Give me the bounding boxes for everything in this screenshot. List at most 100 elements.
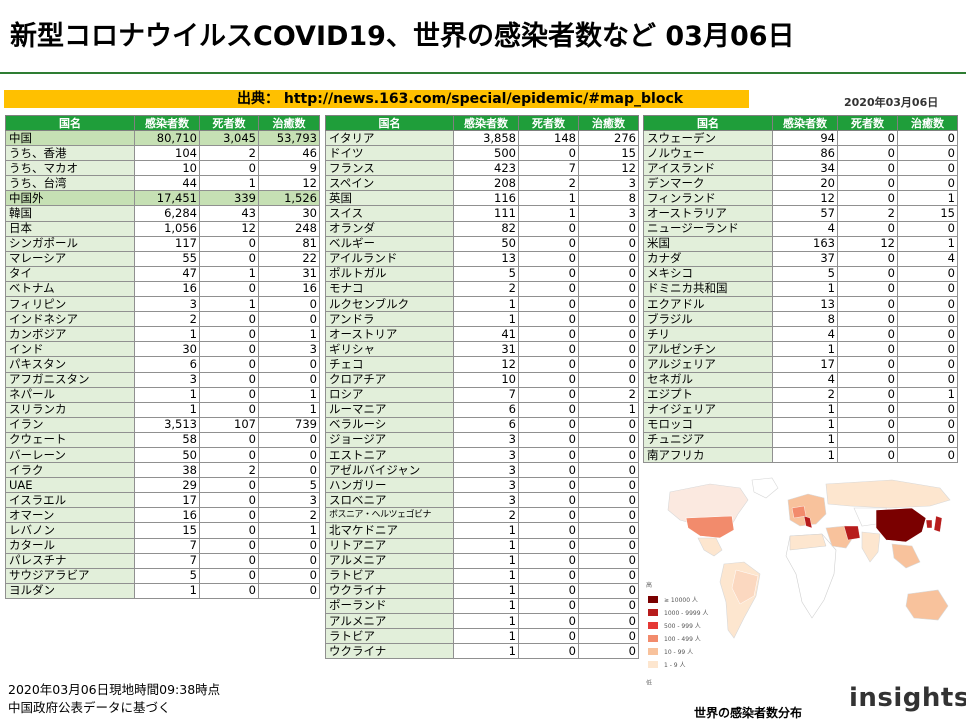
table-row: スウェーデン 94 0 0 — [643, 129, 958, 147]
cell-recovered: 0 — [897, 341, 958, 358]
cell-cases: 1 — [772, 416, 838, 433]
page-title: 新型コロナウイルスCOVID19、世界の感染者数など 03月06日 — [10, 21, 795, 52]
cell-recovered: 0 — [897, 446, 958, 464]
cell-recovered: 0 — [578, 462, 639, 479]
cell-country: 南アフリカ — [643, 446, 773, 464]
table-row: ハンガリー 3 0 0 — [325, 477, 639, 494]
table-row: モロッコ 1 0 0 — [643, 416, 958, 433]
cell-country: サウジアラビア — [5, 567, 135, 584]
map-legend: ≥ 10000 人 1000 - 9999 人 500 - 999 人 100 - 4… — [648, 596, 708, 669]
cell-recovered: 0 — [897, 431, 958, 448]
table-row: オランダ 82 0 0 — [325, 220, 639, 237]
table-row: ポルトガル 5 0 0 — [325, 265, 639, 282]
cell-recovered: 276 — [578, 129, 639, 147]
cell-cases: 34 — [772, 160, 838, 177]
table-row: インドネシア 2 0 0 — [5, 311, 320, 328]
cell-country: リトアニア — [325, 537, 454, 554]
cell-country: バーレーン — [5, 446, 135, 464]
cell-deaths: 0 — [837, 371, 898, 388]
cell-deaths: 0 — [518, 280, 579, 298]
cell-cases: 1 — [772, 280, 838, 298]
cell-cases: 3 — [453, 477, 519, 494]
cell-recovered: 0 — [897, 280, 958, 298]
cell-country: オーストラリア — [643, 205, 773, 222]
cell-deaths: 0 — [199, 311, 259, 328]
table-row: インド 30 0 3 — [5, 341, 320, 358]
cell-cases: 15 — [134, 522, 200, 539]
map-iran — [843, 525, 861, 541]
cell-deaths: 0 — [518, 326, 579, 343]
cell-recovered: 1 — [897, 235, 958, 252]
cell-country: オーストリア — [325, 326, 454, 343]
cell-deaths: 0 — [518, 492, 579, 509]
cell-deaths: 0 — [837, 220, 898, 237]
cell-deaths: 0 — [837, 431, 898, 448]
cell-deaths: 0 — [518, 386, 579, 403]
cell-deaths: 0 — [518, 643, 579, 660]
cell-recovered: 0 — [578, 220, 639, 237]
table-row: うち、香港 104 2 46 — [5, 145, 320, 162]
cell-recovered: 9 — [258, 160, 320, 177]
table-row: ノルウェー 86 0 0 — [643, 145, 958, 162]
header-cases: 感染者数 — [134, 115, 200, 131]
cell-deaths: 0 — [518, 597, 579, 615]
table-row: パレスチナ 7 0 0 — [5, 552, 320, 569]
header-cases: 感染者数 — [772, 115, 838, 131]
cell-country: スリランカ — [5, 401, 135, 418]
cell-cases: 1 — [453, 296, 519, 313]
cell-cases: 1 — [453, 552, 519, 569]
map-europe — [787, 493, 827, 527]
cell-recovered: 0 — [578, 356, 639, 373]
cell-country: ベラルーシ — [325, 416, 454, 433]
cell-recovered: 0 — [897, 160, 958, 177]
cell-deaths: 2 — [837, 205, 898, 222]
cell-recovered: 12 — [578, 160, 639, 177]
cell-deaths: 0 — [837, 190, 898, 207]
cell-deaths: 0 — [837, 386, 898, 403]
cell-cases: 1 — [134, 326, 200, 343]
table-row: アイスランド 34 0 0 — [643, 160, 958, 177]
cell-cases: 94 — [772, 129, 838, 147]
table-row: クウェート 58 0 0 — [5, 431, 320, 448]
cell-country: ロシア — [325, 386, 454, 403]
cell-country: アイルランド — [325, 250, 454, 267]
table-row: 英国 116 1 8 — [325, 190, 639, 207]
table-row: ドミニカ共和国 1 0 0 — [643, 280, 958, 298]
cell-country: ポーランド — [325, 597, 454, 615]
cell-country: ハンガリー — [325, 477, 454, 494]
cell-cases: 5 — [453, 265, 519, 282]
cell-cases: 3 — [453, 492, 519, 509]
legend-swatch — [648, 622, 658, 629]
cell-country: イスラエル — [5, 492, 135, 509]
cell-recovered: 0 — [897, 145, 958, 162]
table-row: ロシア 7 0 2 — [325, 386, 639, 403]
cell-country: UAE — [5, 477, 135, 494]
cell-cases: 2 — [772, 386, 838, 403]
cell-deaths: 0 — [837, 296, 898, 313]
map-china — [875, 507, 927, 543]
cell-recovered: 4 — [897, 250, 958, 267]
cell-cases: 1 — [453, 311, 519, 328]
cell-cases: 80,710 — [134, 129, 200, 147]
table-row: アルジェリア 17 0 0 — [643, 356, 958, 373]
table-row: ウクライナ 1 0 0 — [325, 643, 639, 660]
cell-country: ネパール — [5, 386, 135, 403]
cell-recovered: 2 — [258, 507, 320, 524]
cell-cases: 116 — [453, 190, 519, 207]
cell-cases: 6 — [134, 356, 200, 373]
cell-country: アイスランド — [643, 160, 773, 177]
cell-deaths: 0 — [518, 371, 579, 388]
table-row: チュニジア 1 0 0 — [643, 431, 958, 448]
cell-deaths: 0 — [518, 612, 579, 630]
map-japan — [933, 515, 943, 533]
cell-deaths: 148 — [518, 129, 579, 147]
table-row: イタリア 3,858 148 276 — [325, 129, 639, 147]
cell-recovered: 0 — [897, 296, 958, 313]
cell-recovered: 0 — [897, 311, 958, 328]
cell-country: モナコ — [325, 280, 454, 298]
table-row: 北マケドニア 1 0 0 — [325, 522, 639, 539]
table-row: アフガニスタン 3 0 0 — [5, 371, 320, 388]
cell-deaths: 0 — [518, 341, 579, 358]
cell-deaths: 0 — [199, 582, 259, 599]
cell-country: インドネシア — [5, 311, 135, 328]
